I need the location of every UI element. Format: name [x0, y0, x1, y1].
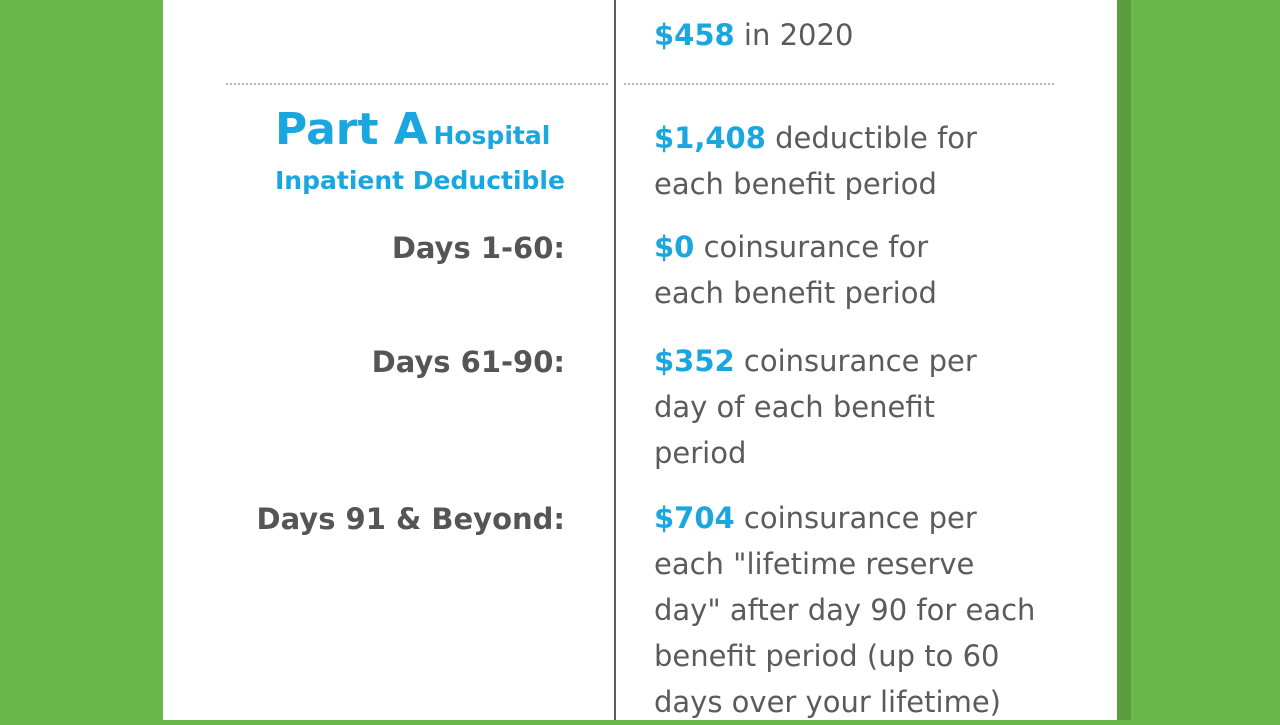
top-row-text: in 2020 — [734, 18, 854, 52]
top-row-amount: $458 — [654, 18, 735, 52]
days-61-90-amount: $352 — [654, 344, 735, 378]
column-divider — [614, 0, 616, 720]
days-61-90-label: Days 61-90: — [371, 345, 565, 379]
top-row-value: $458 in 2020 — [654, 12, 1074, 58]
part-a-heading: Part A Hospital Inpatient Deductible — [275, 104, 565, 196]
panel-shadow — [1117, 0, 1131, 720]
part-a-deductible-text: deductible for each benefit period — [654, 121, 977, 201]
days-1-60-label: Days 1-60: — [391, 231, 565, 265]
days-1-60-value: $0 coinsurance for each benefit period — [654, 224, 954, 316]
dotted-separator-left — [226, 83, 608, 85]
part-a-deductible-value: $1,408 deductible for each benefit perio… — [654, 115, 984, 207]
days-91-beyond-text: coinsurance per each "lifetime reserve d… — [654, 501, 1036, 719]
days-61-90-value: $352 coinsurance per day of each benefit… — [654, 338, 984, 476]
part-a-subtitle-line2: Inpatient Deductible — [275, 166, 565, 195]
days-91-beyond-label: Days 91 & Beyond: — [256, 502, 565, 536]
days-91-beyond-amount: $704 — [654, 501, 735, 535]
info-panel — [163, 0, 1117, 720]
days-1-60-amount: $0 — [654, 230, 695, 264]
days-91-beyond-value: $704 coinsurance per each "lifetime rese… — [654, 495, 1044, 725]
part-a-subtitle: Hospital — [433, 121, 551, 150]
days-1-60-text: coinsurance for each benefit period — [654, 230, 937, 310]
part-a-title: Part A — [275, 104, 428, 155]
dotted-separator-right — [624, 83, 1054, 85]
days-61-90-text: coinsurance per day of each benefit peri… — [654, 344, 977, 470]
part-a-deductible-amount: $1,408 — [654, 121, 766, 155]
